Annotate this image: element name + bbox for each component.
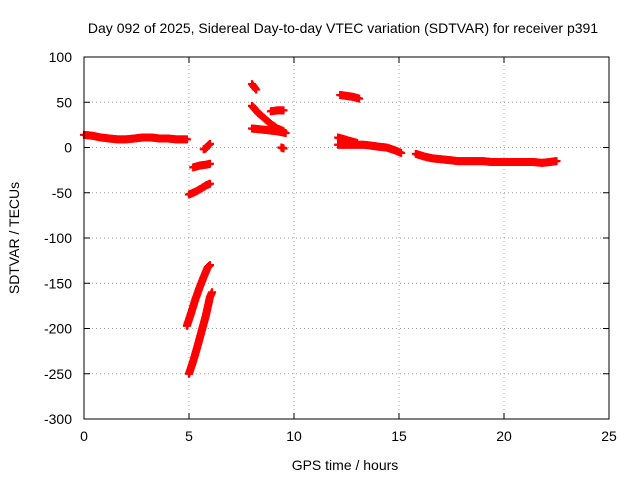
data-point — [279, 144, 288, 153]
series-arc-12 — [336, 91, 364, 103]
x-tick-label: 0 — [80, 428, 88, 444]
y-axis-title: SDTVAR / TECUs — [6, 182, 22, 294]
y-tick-label: -50 — [52, 185, 72, 201]
x-axis-title: GPS time / hours — [292, 457, 399, 473]
data-point — [208, 288, 217, 297]
series-arc-15 — [411, 149, 561, 167]
data-point — [252, 85, 261, 94]
series-arc-4 — [199, 139, 214, 154]
series-arc-3 — [189, 159, 214, 172]
y-tick-label: -150 — [44, 275, 72, 291]
data-point — [552, 157, 561, 166]
y-tick-label: 100 — [49, 49, 73, 65]
data-point — [182, 135, 191, 144]
data-point — [279, 106, 288, 115]
series-arc-6 — [185, 288, 217, 378]
y-tick-label: -100 — [44, 230, 72, 246]
x-tick-labels: 0 5 10 15 20 25 — [80, 428, 617, 444]
grid-lines — [84, 57, 609, 419]
data-point — [206, 159, 214, 168]
x-tick-label: 15 — [391, 428, 407, 444]
y-tick-label: -250 — [44, 366, 72, 382]
y-tick-labels: -300 -250 -200 -150 -100 -50 0 50 100 — [44, 49, 72, 427]
chart-title: Day 092 of 2025, Sidereal Day-to-day VTE… — [88, 20, 598, 36]
y-tick-label: -300 — [44, 411, 72, 427]
data-point — [397, 148, 406, 157]
data-point — [206, 139, 214, 148]
data-point — [206, 261, 214, 270]
data-point — [281, 129, 290, 138]
axis-ticks — [83, 56, 610, 420]
series-arc-11 — [277, 143, 288, 153]
x-tick-label: 20 — [496, 428, 512, 444]
series-arc-7 — [248, 80, 261, 94]
plot-frame — [83, 56, 610, 420]
series-arc-5 — [182, 261, 214, 330]
y-tick-label: 0 — [64, 140, 72, 156]
data-point — [206, 179, 214, 188]
data-points — [80, 80, 561, 378]
series-arc-9 — [248, 124, 290, 138]
series-arc-2 — [185, 179, 214, 199]
series-arc-10 — [266, 106, 288, 116]
data-point — [355, 94, 364, 103]
series-arc-1 — [80, 130, 191, 144]
y-tick-label: 50 — [56, 94, 72, 110]
x-tick-label: 10 — [286, 428, 302, 444]
series-arc-14 — [334, 140, 406, 157]
x-tick-label: 5 — [185, 428, 193, 444]
y-tick-label: -200 — [44, 321, 72, 337]
x-tick-label: 25 — [601, 428, 617, 444]
